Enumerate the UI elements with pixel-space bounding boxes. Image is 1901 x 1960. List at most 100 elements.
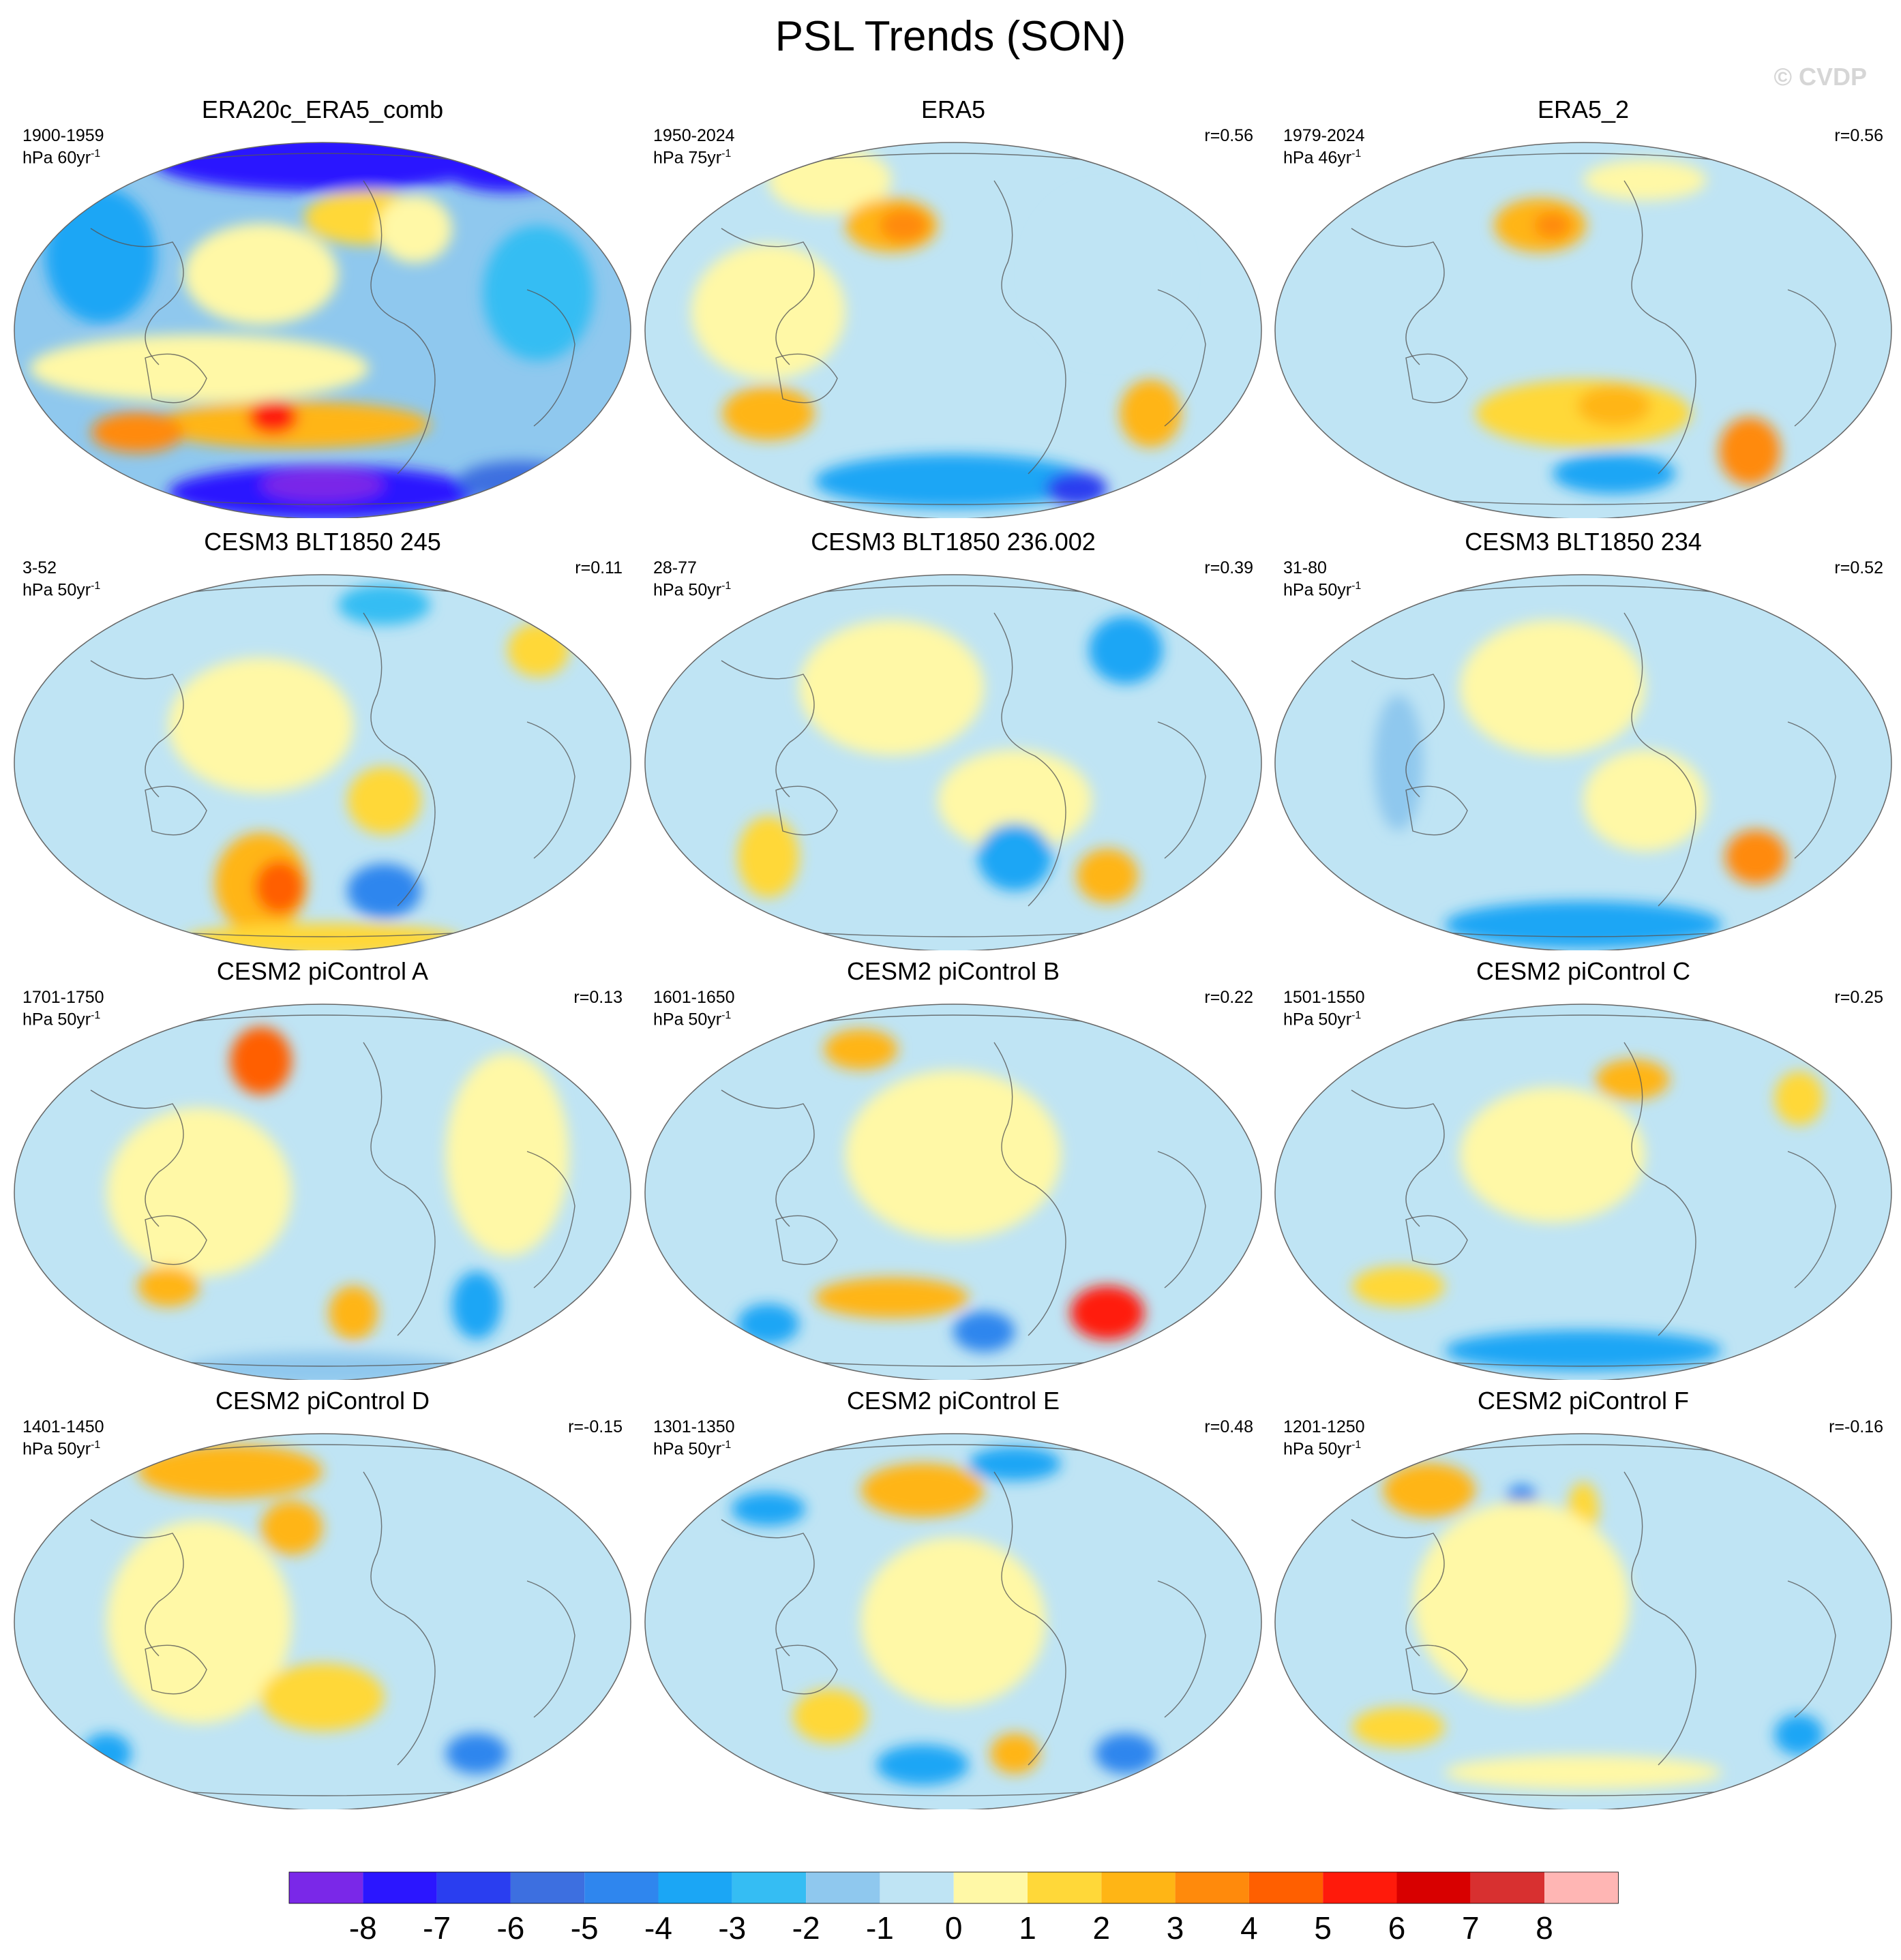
period-label: 1701-1750: [23, 988, 104, 1007]
coastline: [526, 721, 575, 859]
coastline: [1405, 785, 1468, 836]
trend-anomaly: [1076, 848, 1139, 903]
coastline: [775, 353, 838, 404]
correlation-label: r=-0.16: [1829, 1417, 1883, 1436]
units-label: hPa 46yr-1: [1283, 148, 1362, 168]
coastline: [775, 1215, 838, 1265]
coastline: [816, 1444, 1090, 1452]
coastline: [145, 785, 207, 836]
trend-anomaly: [1774, 1071, 1824, 1126]
colorbar-swatch: [1323, 1872, 1397, 1903]
coastline: [1623, 612, 1696, 907]
units-label: hPa 50yr-1: [23, 1439, 101, 1459]
map-outline: [1274, 142, 1892, 518]
period-label: 31-80: [1283, 558, 1327, 577]
trend-anomaly: [737, 1303, 799, 1345]
colorbar-tick-label: -8: [349, 1910, 377, 1946]
units-label: hPa 50yr-1: [653, 1439, 732, 1459]
coastline: [526, 289, 575, 427]
trend-anomaly: [106, 1107, 292, 1278]
colorbar-tick-label: -5: [571, 1910, 599, 1946]
colorbar-frame: [288, 1871, 1619, 1904]
trend-anomaly: [953, 1311, 1015, 1353]
map-cesm2_f: [1274, 1433, 1892, 1809]
panel-title: CESM2 piControl B: [846, 957, 1060, 985]
trend-anomaly: [254, 860, 304, 914]
map-era20c: [14, 142, 631, 518]
period-label: 1950-2024: [653, 126, 735, 145]
panel-title: CESM2 piControl E: [846, 1387, 1060, 1415]
trend-anomaly: [260, 468, 385, 502]
trend-anomaly: [1352, 1266, 1445, 1307]
trend-anomaly: [1413, 1501, 1630, 1705]
trend-anomaly: [938, 749, 1092, 851]
correlation-label: r=0.56: [1204, 126, 1253, 145]
trend-anomaly: [990, 1733, 1040, 1775]
coastline: [185, 1014, 460, 1023]
trend-anomaly: [445, 1053, 569, 1256]
trend-anomaly: [1383, 1463, 1476, 1518]
coastline: [90, 1089, 184, 1227]
period-label: 28-77: [653, 558, 697, 577]
colorbar-tick-label: 6: [1388, 1910, 1406, 1946]
coastline: [526, 1151, 575, 1288]
units-label: hPa 75yr-1: [653, 148, 732, 168]
coastline: [145, 1644, 207, 1695]
map-outline: [1274, 1433, 1892, 1809]
trend-anomaly: [1460, 1087, 1645, 1223]
correlation-label: r=-0.15: [568, 1417, 623, 1436]
cvdp-watermark: © CVDP: [1773, 63, 1867, 91]
trend-anomaly: [1444, 1755, 1722, 1790]
colorbar-swatch: [1101, 1872, 1176, 1903]
map-outline: [644, 1433, 1262, 1809]
coastline: [1623, 180, 1696, 474]
map-cesm2_b: [644, 1004, 1262, 1380]
map-outline: [644, 1004, 1262, 1380]
coastline: [1446, 1444, 1720, 1452]
coastline: [816, 1014, 1090, 1023]
correlation-label: r=0.25: [1834, 988, 1883, 1007]
trend-anomaly: [329, 1285, 378, 1340]
trend-anomaly: [338, 584, 431, 625]
coastline: [993, 180, 1066, 474]
panel-title: ERA5: [920, 95, 986, 123]
colorbar-tick-label: -3: [718, 1910, 746, 1946]
trend-anomaly: [137, 1444, 323, 1498]
coastline: [1405, 1644, 1468, 1695]
coastline: [90, 228, 184, 365]
units-label: hPa 50yr-1: [1283, 580, 1362, 600]
map-panel-cesm2_c: CESM2 piControl C 1501-1550 hPa 50yr-1 r=0.…: [1271, 957, 1896, 1380]
map-outline: [14, 1433, 631, 1809]
trend-anomaly: [792, 1689, 867, 1743]
coastline: [185, 1444, 460, 1452]
colorbar-tick-label: 4: [1240, 1910, 1258, 1946]
panel-title: CESM2 piControl F: [1477, 1387, 1690, 1415]
colorbar-tick-label: 0: [945, 1910, 963, 1946]
correlation-label: r=0.13: [573, 988, 623, 1007]
colorbar-tick-label: 3: [1167, 1910, 1184, 1946]
period-label: 1900-1959: [23, 126, 104, 145]
trend-anomaly: [248, 400, 298, 434]
coastline: [775, 785, 838, 836]
panel-title: ERA20c_ERA5_comb: [201, 95, 444, 123]
panel-title: ERA5_2: [1537, 95, 1630, 123]
trend-anomaly: [876, 1744, 969, 1785]
correlation-label: r=0.52: [1834, 558, 1883, 577]
coastline: [1623, 1471, 1696, 1766]
coastline: [1446, 585, 1720, 593]
coastline: [145, 1215, 207, 1265]
panel-title: CESM2 piControl C: [1476, 957, 1691, 985]
units-label: hPa 50yr-1: [653, 580, 732, 600]
map-outline: [14, 142, 631, 518]
colorbar-swatch: [510, 1872, 585, 1903]
map-cesm3_236: [644, 574, 1262, 950]
colorbar-swatch: [1175, 1872, 1249, 1903]
trend-anomaly: [1094, 1733, 1157, 1775]
map-cesm2_d: [14, 1433, 631, 1809]
coastline: [1157, 1151, 1206, 1288]
coastline: [1157, 289, 1206, 427]
map-panel-cesm2_b: CESM2 piControl B 1601-1650 hPa 50yr-1 r=0.…: [641, 957, 1266, 1380]
map-cesm2_a: [14, 1004, 631, 1380]
panel-title: CESM3 BLT1850 234: [1465, 528, 1702, 556]
